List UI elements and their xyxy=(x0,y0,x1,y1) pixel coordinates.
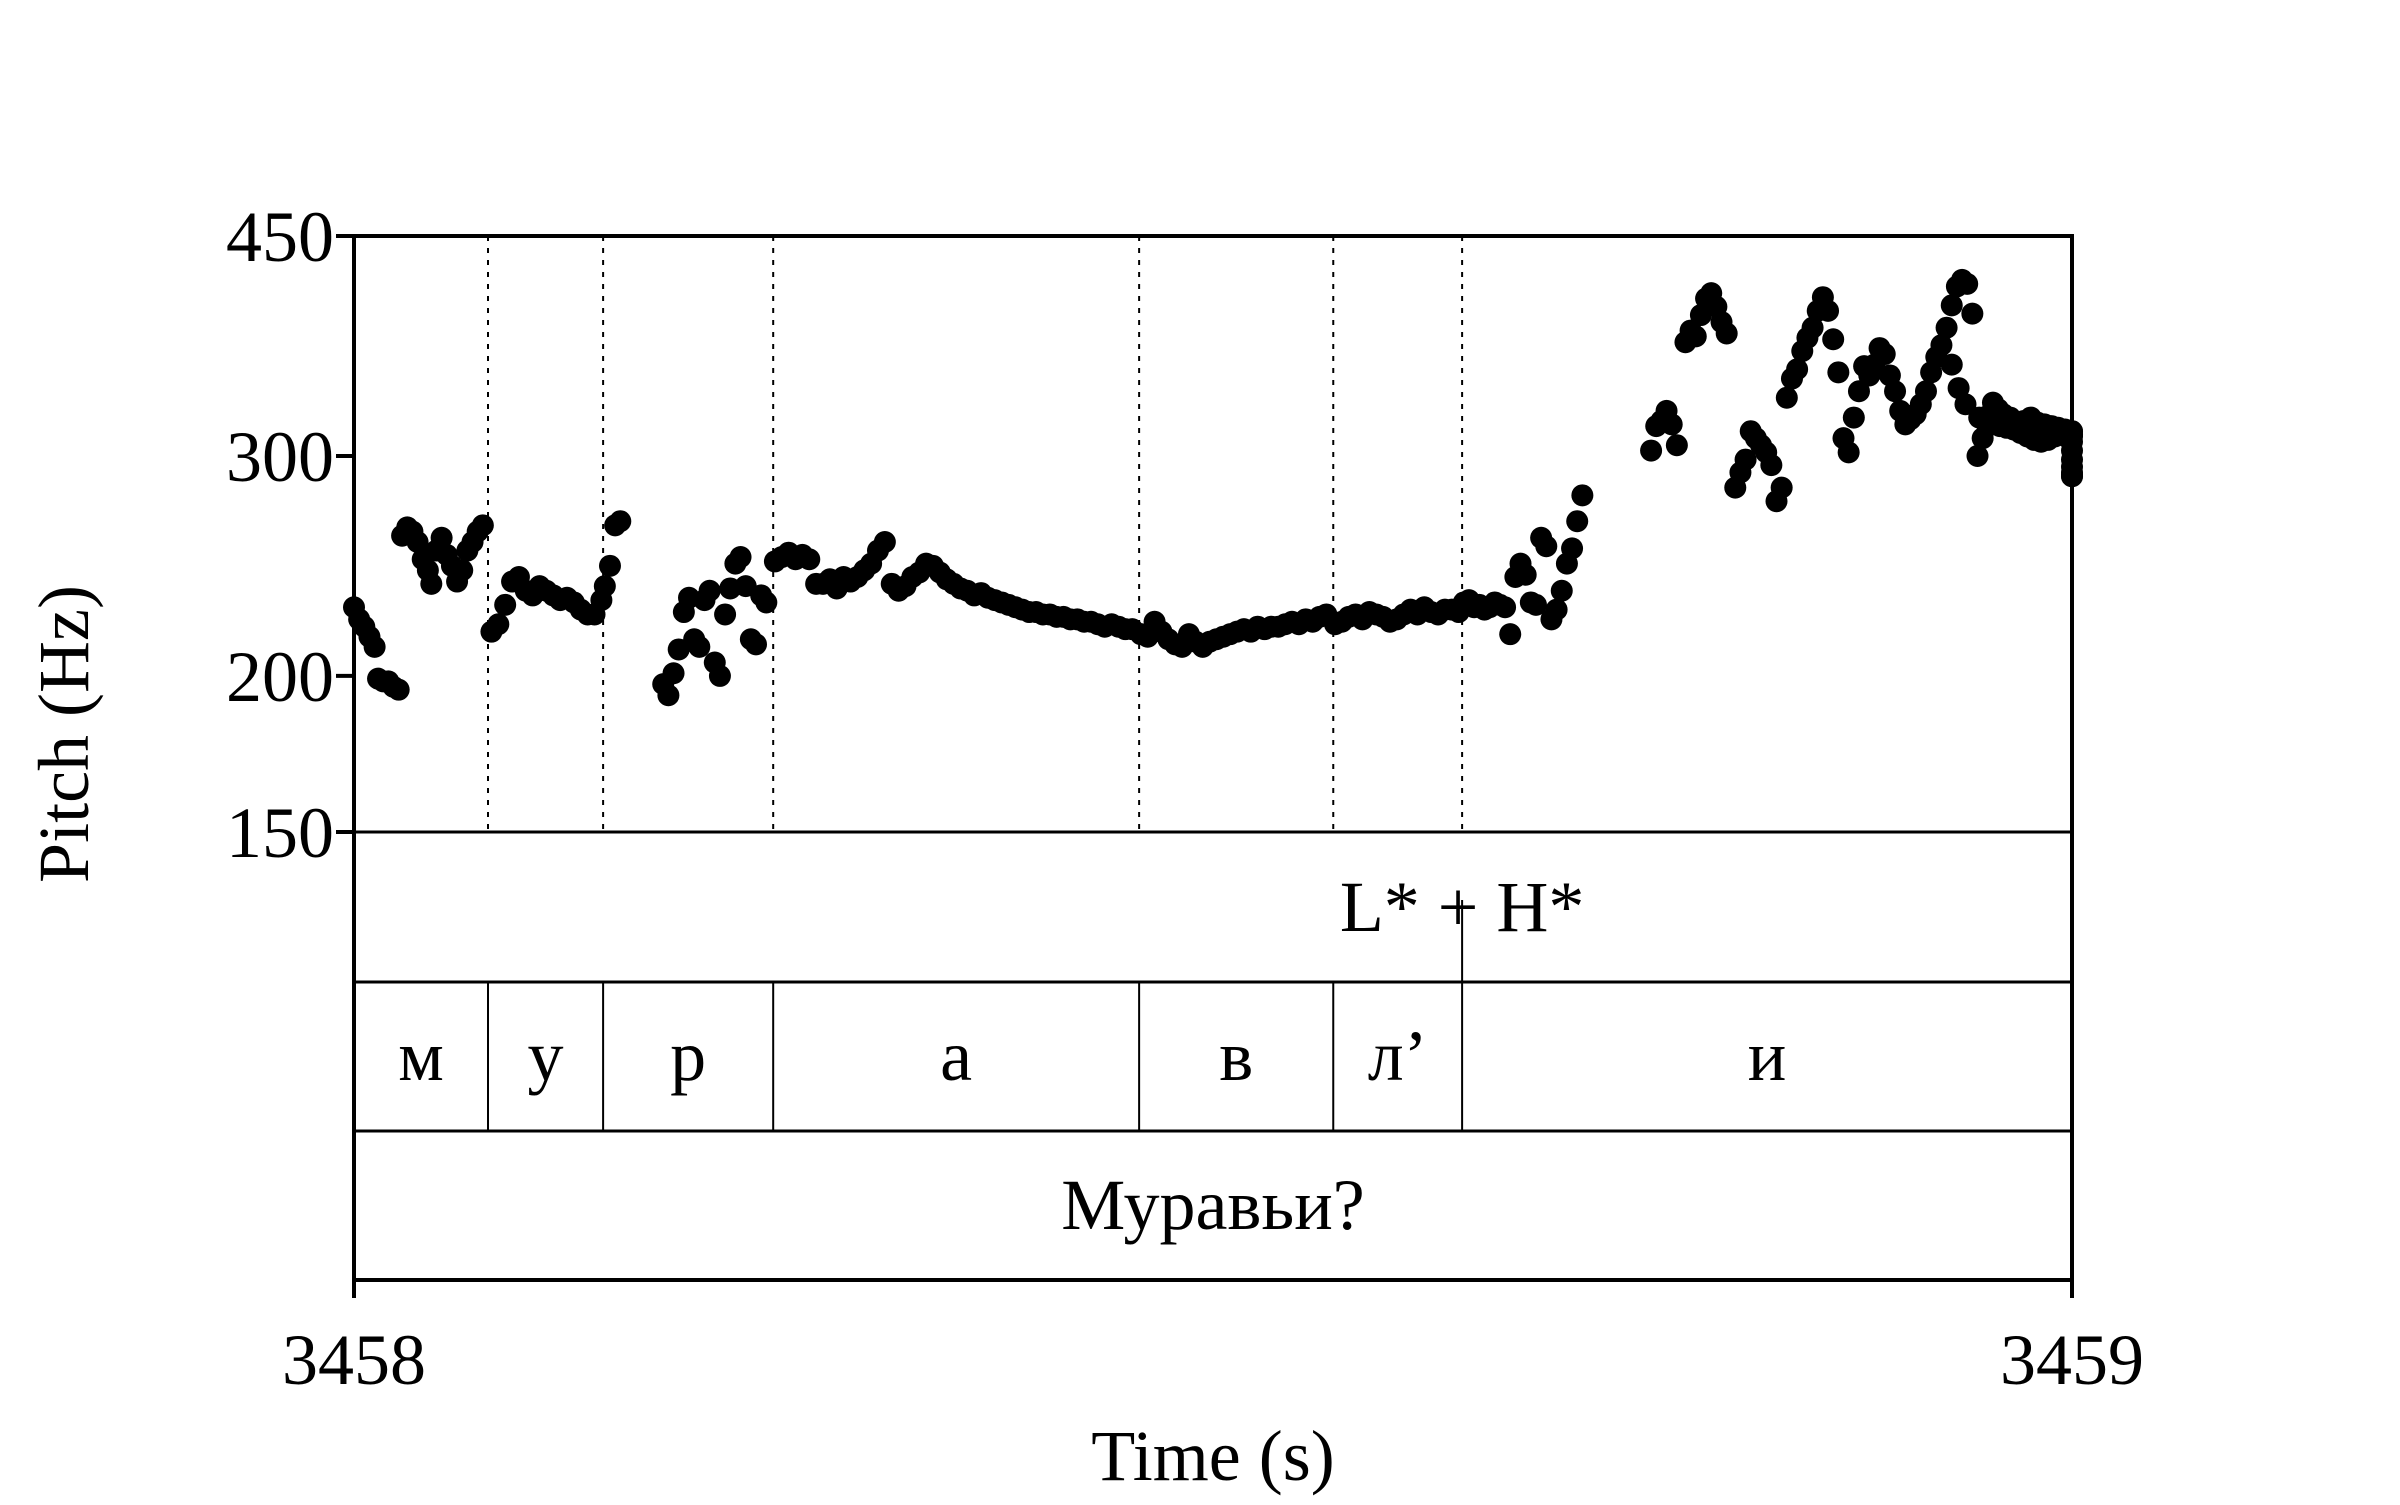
pitch-point xyxy=(1561,537,1584,560)
pitch-point xyxy=(1827,361,1850,384)
y-axis: 450 300 200 150 xyxy=(226,197,354,873)
pitch-point xyxy=(1842,406,1865,429)
pitch-point xyxy=(1775,386,1798,409)
segment-label: а xyxy=(940,1016,972,1096)
pitch-point xyxy=(1715,322,1738,345)
pitch-point xyxy=(1684,325,1707,348)
pitch-point xyxy=(406,531,429,554)
pitch-point xyxy=(387,678,410,701)
pitch-point xyxy=(1514,563,1537,586)
pitch-point xyxy=(1571,484,1594,507)
x-axis-title: Time (s) xyxy=(1091,1416,1334,1496)
pitch-point xyxy=(708,664,731,687)
pitch-point xyxy=(1837,441,1860,464)
x-axis: 3458 3459 xyxy=(282,1280,2144,1400)
pitch-point xyxy=(1914,380,1937,403)
pitch-point xyxy=(451,559,474,582)
pitch-point xyxy=(1499,623,1522,646)
segment-label: в xyxy=(1219,1016,1253,1096)
pitch-point xyxy=(1801,316,1824,339)
y-tick-label-300: 300 xyxy=(226,417,334,497)
x-tick-label-3458: 3458 xyxy=(282,1320,426,1400)
y-tick-label-450: 450 xyxy=(226,197,334,277)
pitch-point xyxy=(1550,579,1573,602)
pitch-point xyxy=(1566,510,1589,533)
pitch-point xyxy=(1786,358,1809,381)
tone-label: L* + H* xyxy=(1340,867,1585,947)
y-tick-label-150: 150 xyxy=(226,793,334,873)
pitch-points xyxy=(343,268,2083,707)
pitch-point xyxy=(688,635,711,658)
pitch-point xyxy=(593,575,616,598)
pitch-point xyxy=(798,548,821,571)
segment-label: л’ xyxy=(1368,1016,1428,1096)
pitch-point xyxy=(1524,593,1547,616)
plot-frame xyxy=(352,234,2074,1282)
pitch-point xyxy=(667,638,690,661)
pitch-point xyxy=(745,633,768,656)
pitch-point xyxy=(1822,328,1845,351)
pitch-point xyxy=(1954,393,1977,416)
pitch-point xyxy=(2061,465,2083,488)
pitch-point xyxy=(755,591,778,614)
segment-label: у xyxy=(528,1016,564,1096)
word-label: Муравьи? xyxy=(1061,1165,1365,1245)
pitch-point xyxy=(1535,535,1558,558)
pitch-point xyxy=(1961,302,1984,325)
pitch-point xyxy=(1817,299,1840,322)
pitch-point xyxy=(1847,380,1870,403)
annotation-tiers: L* + H* м у р а в л’ и Муравьи? xyxy=(398,867,1786,1245)
pitch-point xyxy=(1940,353,1963,376)
pitch-point xyxy=(1660,413,1683,436)
x-tick-label-3459: 3459 xyxy=(2000,1320,2144,1400)
pitch-point xyxy=(494,593,517,616)
pitch-point xyxy=(1734,448,1757,471)
pitch-point xyxy=(1770,476,1793,499)
pitch-point xyxy=(487,613,510,636)
pitch-point xyxy=(420,572,443,595)
pitch-point xyxy=(363,635,386,658)
pitch-point xyxy=(1940,294,1963,317)
pitch-point xyxy=(1930,334,1953,357)
pitch-point xyxy=(1935,316,1958,339)
pitch-point xyxy=(1665,434,1688,457)
pitch-point xyxy=(1884,380,1907,403)
pitch-point xyxy=(1640,439,1663,462)
pitch-point xyxy=(1873,343,1896,366)
pitch-point xyxy=(714,603,737,626)
segment-label: р xyxy=(670,1016,706,1096)
pitch-point xyxy=(1956,272,1979,295)
pitch-point xyxy=(609,510,632,533)
pitch-point xyxy=(662,662,685,685)
pitch-point xyxy=(873,531,896,554)
pitch-point xyxy=(698,579,721,602)
pitch-point xyxy=(471,514,494,537)
segment-label: и xyxy=(1748,1016,1787,1096)
y-axis-title: Pitch (Hz) xyxy=(24,585,104,883)
segment-label: м xyxy=(398,1016,444,1096)
pitch-point xyxy=(1760,454,1783,477)
pitch-point xyxy=(1494,596,1517,619)
pitch-point xyxy=(729,546,752,569)
pitch-point xyxy=(1545,598,1568,621)
segment-boundaries xyxy=(487,236,1464,1131)
pitch-point xyxy=(657,684,680,707)
pitch-point xyxy=(430,526,453,549)
y-tick-label-200: 200 xyxy=(226,637,334,717)
pitch-point xyxy=(598,554,621,577)
pitch-point xyxy=(1966,444,1989,467)
